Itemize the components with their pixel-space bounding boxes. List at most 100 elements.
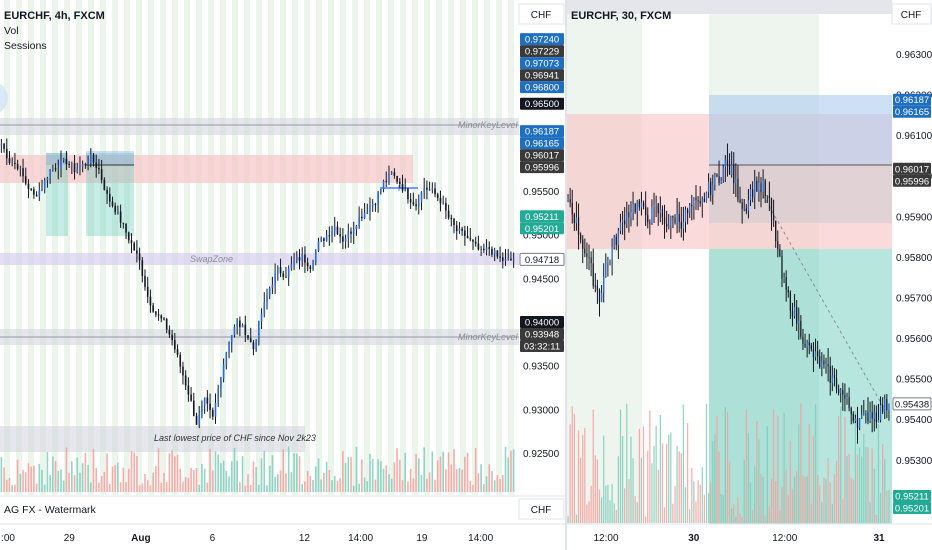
candle-body	[263, 302, 266, 315]
volume-bar	[869, 501, 871, 523]
candle-body	[350, 231, 352, 234]
left-time-axis[interactable]: :00 29 Aug 6 12 14:00 19 14:00	[0, 523, 565, 550]
candle-body	[220, 378, 222, 390]
candle-body	[298, 257, 301, 261]
volume-bar	[835, 460, 838, 523]
volume-bar	[705, 404, 708, 523]
volume-bar	[16, 459, 19, 492]
candle-body	[733, 164, 735, 184]
volume-bar	[393, 462, 396, 492]
candle-body	[705, 192, 708, 203]
candle-body	[507, 258, 510, 260]
volume-bar	[371, 458, 374, 492]
candle-body	[409, 199, 412, 203]
left-chart-panel[interactable]: MinorKeyLevel SwapZone MinorKeyLevel Las…	[0, 0, 519, 515]
volume-bar	[282, 449, 285, 492]
candle-body	[342, 236, 344, 242]
candle-body	[573, 214, 575, 224]
left-currency-button[interactable]: CHF	[531, 10, 552, 21]
supply-zone	[0, 155, 413, 183]
left-symbol-title[interactable]: EURCHF, 4h, FXCM	[4, 10, 105, 22]
price-tag-label: 0.95211	[895, 491, 929, 502]
candle-body	[163, 318, 165, 320]
volume-bar	[84, 452, 87, 492]
volume-bar	[737, 497, 739, 523]
volume-bar	[833, 474, 836, 523]
volume-bar	[609, 500, 611, 523]
candle-body	[247, 335, 249, 339]
candle-body	[401, 183, 404, 191]
candle-body	[888, 403, 890, 411]
candle-body	[804, 343, 806, 347]
volume-bar	[879, 492, 882, 523]
volume-bar	[412, 478, 415, 492]
volume-bar	[190, 467, 192, 492]
price-tick-label: 0.94500	[523, 274, 560, 285]
candle-body	[642, 202, 645, 207]
volume-bar	[228, 476, 230, 492]
right-symbol-title[interactable]: EURCHF, 30, FXCM	[571, 10, 671, 22]
volume-bar	[827, 458, 829, 523]
volume-bar	[697, 480, 699, 523]
candle-body	[165, 318, 168, 330]
price-tag-label: 0.96941	[525, 71, 559, 82]
candle-body	[274, 273, 276, 285]
volume-bar	[837, 415, 840, 523]
left-footer: AG FX - Watermark CHF	[0, 495, 565, 523]
volume-bar	[665, 443, 668, 523]
right-currency-button[interactable]: CHF	[901, 10, 922, 21]
footer-currency-button[interactable]: CHF	[531, 505, 552, 516]
candle-body	[663, 217, 666, 224]
candle-body	[428, 189, 431, 191]
volume-bars	[0, 446, 515, 492]
candle-body	[567, 198, 569, 200]
candle-body	[222, 364, 225, 379]
candle-body	[49, 169, 51, 179]
candle-body	[314, 250, 317, 263]
volume-bar	[598, 489, 601, 523]
candle-body	[404, 188, 407, 191]
left-price-axis[interactable]: CHF 0.925000.930000.935000.945000.950000…	[518, 0, 565, 495]
volume-bar	[802, 475, 804, 523]
panel-divider[interactable]	[565, 0, 567, 550]
candle-body	[301, 254, 304, 261]
volume-bar	[760, 474, 762, 523]
candle-body	[474, 241, 477, 244]
candle-body	[837, 389, 840, 394]
candle-body	[846, 397, 848, 399]
volume-bar	[724, 406, 726, 523]
volume-bar	[290, 472, 293, 492]
volume-bar	[287, 446, 290, 492]
volume-bar	[814, 404, 817, 523]
price-tick-label: 0.92500	[523, 449, 560, 460]
candle-body	[645, 206, 647, 216]
candle-body	[829, 366, 831, 384]
candle-body	[187, 385, 190, 395]
candle-body	[714, 174, 716, 185]
volume-bar	[374, 479, 377, 492]
right-chart-panel[interactable]: EURCHF, 30, FXCM	[567, 0, 932, 524]
candle-body	[793, 307, 796, 317]
candle-body	[217, 389, 220, 403]
volume-bar	[141, 483, 144, 492]
volume-bar	[812, 436, 815, 523]
volume-bar	[268, 465, 271, 492]
volume-bar	[453, 449, 455, 492]
right-price-axis[interactable]: CHF 0.95300 0.95400 0.95500 0.95600 0.95700 0…	[891, 0, 932, 524]
volume-bar	[747, 433, 750, 523]
price-tick-label: 0.95900	[896, 212, 932, 223]
candle-body	[496, 250, 499, 257]
candle-body	[871, 412, 873, 419]
volume-bar	[258, 484, 260, 492]
price-tag	[520, 33, 564, 46]
indicator-vol[interactable]: Vol	[4, 25, 19, 37]
indicator-sessions[interactable]: Sessions	[4, 40, 47, 52]
candle-body	[598, 290, 601, 303]
volume-bar	[501, 475, 504, 492]
volume-bar	[41, 469, 43, 492]
candle-body	[312, 262, 314, 270]
right-time-axis[interactable]: 12:00 30 12:00 31	[567, 523, 932, 550]
volume-bar	[466, 452, 469, 492]
price-tag	[520, 125, 564, 138]
price-tag	[520, 81, 564, 94]
